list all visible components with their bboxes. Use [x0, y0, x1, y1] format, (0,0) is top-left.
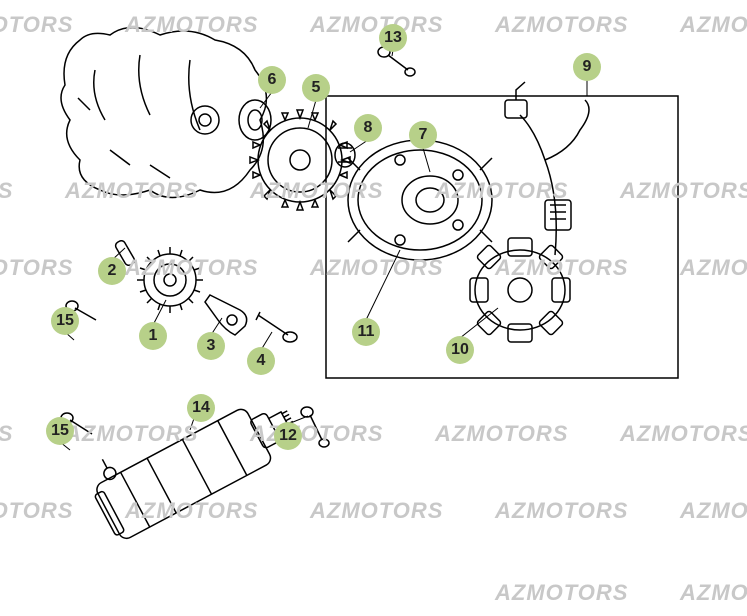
callout-15[interactable]: 15	[46, 417, 74, 445]
callout-6[interactable]: 6	[258, 66, 286, 94]
bolt-4	[256, 312, 297, 342]
callout-2[interactable]: 2	[98, 257, 126, 285]
callout-11[interactable]: 11	[352, 318, 380, 346]
sprocket-5	[250, 110, 350, 210]
flywheel-rotor	[348, 140, 492, 260]
bracket-3	[205, 295, 247, 335]
bolt-12	[301, 407, 329, 447]
engine-case	[61, 28, 266, 198]
callout-7[interactable]: 7	[409, 121, 437, 149]
callout-3[interactable]: 3	[197, 332, 225, 360]
callout-12[interactable]: 12	[274, 422, 302, 450]
diagram-layer	[0, 0, 747, 611]
callout-4[interactable]: 4	[247, 347, 275, 375]
gear-1	[137, 247, 203, 313]
callout-8[interactable]: 8	[354, 114, 382, 142]
callout-14[interactable]: 14	[187, 394, 215, 422]
callout-15[interactable]: 15	[51, 307, 79, 335]
callout-1[interactable]: 1	[139, 322, 167, 350]
harness-9	[505, 82, 589, 255]
callout-9[interactable]: 9	[573, 53, 601, 81]
callout-5[interactable]: 5	[302, 74, 330, 102]
parts-diagram-svg	[0, 0, 747, 611]
callout-13[interactable]: 13	[379, 24, 407, 52]
callout-10[interactable]: 10	[446, 336, 474, 364]
